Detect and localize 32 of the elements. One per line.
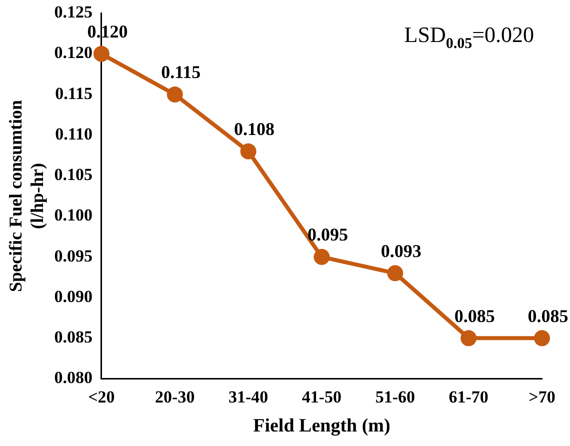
point <box>534 330 550 346</box>
x-tick-label: 61-70 <box>448 387 488 406</box>
data-label: 0.095 <box>307 224 348 245</box>
y-tick-label: 0.105 <box>54 165 92 184</box>
point <box>314 248 330 265</box>
point <box>166 86 183 102</box>
y-tick-label: 0.115 <box>55 84 92 103</box>
y-tick-label: 0.125 <box>54 2 92 22</box>
data-label: 0.085 <box>528 306 568 326</box>
y-tick-label: 0.110 <box>55 124 92 144</box>
x-tick-label: 41-50 <box>302 387 342 406</box>
y-tick-label: 0.095 <box>54 246 92 266</box>
point <box>240 143 256 160</box>
x-tick-label: 51-60 <box>375 387 415 406</box>
x-tick-label: 20-30 <box>155 387 195 406</box>
y-tick-label: 0.080 <box>54 368 92 388</box>
x-tick-label: >70 <box>528 387 556 406</box>
x-tick-label: <20 <box>88 387 115 406</box>
data-label: 0.108 <box>234 118 275 139</box>
y-axis-title: Specific Fuel consumtion (l/hp-hr) <box>5 100 48 292</box>
y-tick-label: 0.085 <box>54 328 92 347</box>
y-tick-label: 0.090 <box>54 286 92 306</box>
point <box>387 265 404 282</box>
y-tick-label: 0.120 <box>54 43 92 62</box>
point <box>460 330 477 346</box>
x-axis-title: Field Length (m) <box>253 416 390 437</box>
x-tick-label: 31-40 <box>228 387 268 406</box>
point <box>93 46 110 62</box>
data-label: 0.093 <box>380 240 422 261</box>
data-label: 0.085 <box>454 306 495 326</box>
data-label: 0.115 <box>161 62 201 82</box>
y-tick-label: 0.100 <box>54 206 92 225</box>
